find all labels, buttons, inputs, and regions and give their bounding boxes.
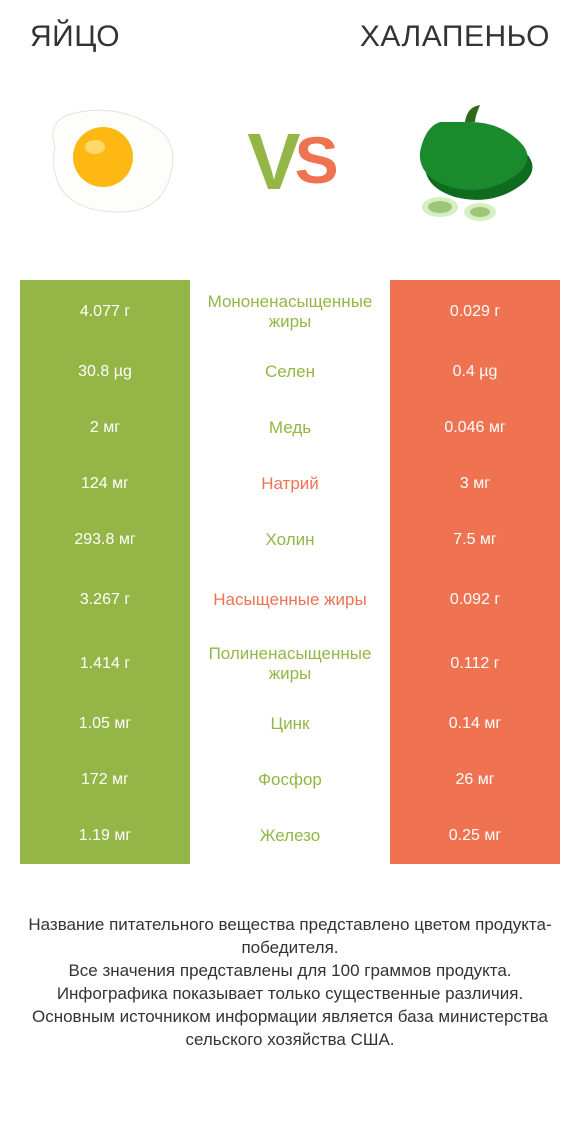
cell-left-value: 3.267 г — [20, 568, 190, 632]
cell-right-value: 0.092 г — [390, 568, 560, 632]
cell-right-value: 0.25 мг — [390, 808, 560, 864]
cell-nutrient-name: Натрий — [190, 456, 390, 512]
footer-line: Название питательного вещества представл… — [28, 914, 552, 960]
cell-right-value: 0.029 г — [390, 280, 560, 344]
images-row: VS — [20, 72, 560, 252]
cell-right-value: 0.112 г — [390, 632, 560, 696]
footer-line: Инфографика показывает только существенн… — [28, 983, 552, 1006]
cell-nutrient-name: Насыщенные жиры — [190, 568, 390, 632]
table-row: 3.267 гНасыщенные жиры0.092 г — [20, 568, 560, 632]
cell-right-value: 7.5 мг — [390, 512, 560, 568]
cell-left-value: 4.077 г — [20, 280, 190, 344]
cell-right-value: 0.046 мг — [390, 400, 560, 456]
table-row: 30.8 µgСелен0.4 µg — [20, 344, 560, 400]
cell-right-value: 0.4 µg — [390, 344, 560, 400]
cell-right-value: 0.14 мг — [390, 696, 560, 752]
cell-nutrient-name: Цинк — [190, 696, 390, 752]
cell-nutrient-name: Мононенасыщенные жиры — [190, 280, 390, 344]
cell-nutrient-name: Полиненасыщенные жиры — [190, 632, 390, 696]
jalapeno-image — [385, 77, 555, 247]
cell-left-value: 124 мг — [20, 456, 190, 512]
cell-left-value: 1.05 мг — [20, 696, 190, 752]
cell-nutrient-name: Холин — [190, 512, 390, 568]
cell-left-value: 172 мг — [20, 752, 190, 808]
cell-left-value: 1.414 г — [20, 632, 190, 696]
vs-label: VS — [247, 122, 332, 202]
cell-left-value: 30.8 µg — [20, 344, 190, 400]
cell-left-value: 1.19 мг — [20, 808, 190, 864]
cell-right-value: 3 мг — [390, 456, 560, 512]
header: ЯЙЦО ХАЛАПЕНЬО — [20, 20, 560, 72]
cell-right-value: 26 мг — [390, 752, 560, 808]
table-row: 124 мгНатрий3 мг — [20, 456, 560, 512]
table-row: 4.077 гМононенасыщенные жиры0.029 г — [20, 280, 560, 344]
footer-notes: Название питательного вещества представл… — [20, 914, 560, 1052]
infographic-root: ЯЙЦО ХАЛАПЕНЬО VS 4. — [0, 0, 580, 1052]
egg-image — [25, 77, 195, 247]
right-title: ХАЛАПЕНЬО — [360, 20, 550, 54]
footer-line: Основным источником информации является … — [28, 1006, 552, 1052]
table-row: 172 мгФосфор26 мг — [20, 752, 560, 808]
table-row: 2 мгМедь0.046 мг — [20, 400, 560, 456]
table-row: 1.19 мгЖелезо0.25 мг — [20, 808, 560, 864]
cell-left-value: 293.8 мг — [20, 512, 190, 568]
vs-s: S — [295, 127, 333, 193]
table-row: 1.414 гПолиненасыщенные жиры0.112 г — [20, 632, 560, 696]
nutrient-table: 4.077 гМононенасыщенные жиры0.029 г30.8 … — [20, 280, 560, 864]
cell-nutrient-name: Медь — [190, 400, 390, 456]
cell-left-value: 2 мг — [20, 400, 190, 456]
table-row: 1.05 мгЦинк0.14 мг — [20, 696, 560, 752]
footer-line: Все значения представлены для 100 граммо… — [28, 960, 552, 983]
cell-nutrient-name: Фосфор — [190, 752, 390, 808]
left-title: ЯЙЦО — [30, 20, 120, 54]
cell-nutrient-name: Селен — [190, 344, 390, 400]
vs-v: V — [247, 122, 294, 202]
cell-nutrient-name: Железо — [190, 808, 390, 864]
table-row: 293.8 мгХолин7.5 мг — [20, 512, 560, 568]
